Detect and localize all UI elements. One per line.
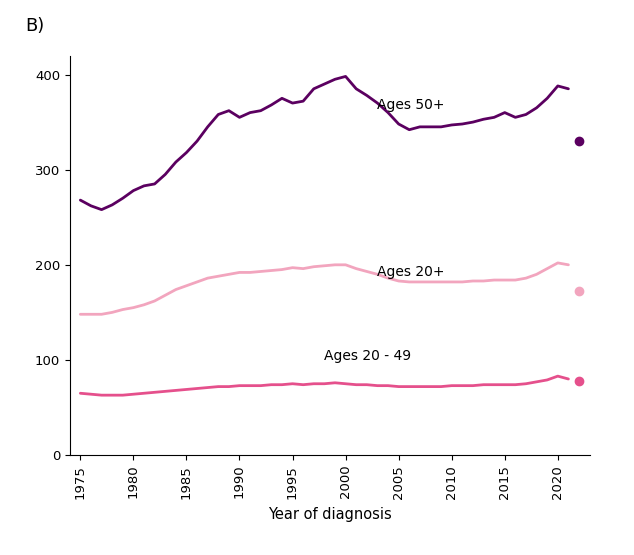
Text: B): B) [25, 17, 44, 34]
Text: Ages 20+: Ages 20+ [377, 265, 445, 279]
X-axis label: Year of diagnosis: Year of diagnosis [268, 507, 392, 522]
Text: Ages 20 - 49: Ages 20 - 49 [325, 349, 411, 363]
Text: Ages 50+: Ages 50+ [377, 98, 445, 112]
